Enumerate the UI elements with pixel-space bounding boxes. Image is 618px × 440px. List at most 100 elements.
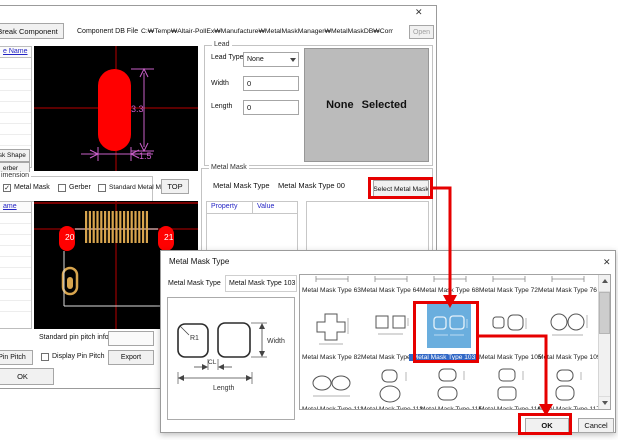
standard-pin-pitch-info-label: Standard pin pitch info [39, 334, 109, 341]
mask-type-117-label[interactable]: Metal Mask Type 117 [538, 406, 601, 410]
mask-shape-button[interactable]: ask Shape [0, 149, 30, 162]
mask-type-64-label[interactable]: Metal Mask Type 64 [361, 287, 420, 294]
mask-type-111-label[interactable]: Metal Mask Type 111 [302, 406, 364, 410]
pin-name-list-header[interactable]: ame [0, 202, 31, 213]
footprint-drawing: 20 21 [34, 201, 198, 329]
list-item [0, 91, 31, 102]
list-item [0, 290, 31, 301]
mask-type-72-label[interactable]: Metal Mask Type 72 [479, 287, 538, 294]
scrollbar-thumb[interactable] [599, 292, 610, 334]
scroll-up-icon[interactable] [599, 279, 610, 292]
pad-preview-drawing: 3.3 1.5 [34, 46, 198, 171]
mask-type-82-label[interactable]: Metal Mask Type 82 [302, 354, 361, 361]
mask-type-82-thumbnail[interactable] [309, 302, 353, 350]
list-item [0, 279, 31, 290]
mask-type-115-thumbnail[interactable] [427, 367, 471, 409]
dialog-ok-button[interactable]: OK [525, 418, 569, 433]
width-dim-label: Width [267, 338, 285, 345]
lead-width-label: Width [211, 80, 229, 87]
property-table[interactable]: Property Value [206, 201, 298, 259]
lead-legend: Lead [212, 41, 232, 48]
mask-type-116-label[interactable]: Metal Mask Type 116 [479, 406, 542, 410]
open-button[interactable]: Open [409, 25, 434, 39]
mask-type-105-thumbnail[interactable] [486, 302, 530, 350]
mask-type-101-thumbnail[interactable] [368, 302, 412, 350]
dialog-selected-type-field: Metal Mask Type 103 [225, 275, 297, 292]
mask-type-109-thumbnail[interactable] [545, 302, 589, 350]
list-item [0, 58, 31, 69]
list-item [0, 257, 31, 268]
list-item [0, 102, 31, 113]
grid-scrollbar[interactable] [598, 275, 610, 409]
metal-mask-type-dialog: Metal Mask Type ✕ Metal Mask Type Metal … [160, 250, 616, 433]
list-item [0, 69, 31, 80]
window-close-icon[interactable]: ✕ [415, 7, 423, 17]
mask-type-grid[interactable]: Metal Mask Type 63 Metal Mask Type 64 Me… [299, 274, 611, 410]
metal-mask-preview-box [306, 201, 429, 259]
export-button[interactable]: Export [108, 350, 154, 365]
list-item [0, 301, 31, 312]
metal-mask-checkbox[interactable]: ✓ [3, 184, 11, 192]
mask-type-117-thumbnail[interactable] [545, 367, 589, 409]
metal-mask-type-label: Metal Mask Type [213, 181, 270, 190]
mask-type-68-label[interactable]: Metal Mask Type 68 [420, 287, 479, 294]
lead-length-label: Length [211, 103, 233, 110]
lead-width-field[interactable] [243, 76, 299, 91]
list-item [0, 246, 31, 257]
mask-type-116-thumbnail[interactable] [486, 367, 530, 409]
lead-length-field[interactable] [243, 100, 299, 115]
mask-type-115-label[interactable]: Metal Mask Type 115 [420, 406, 483, 410]
mask-type-111-thumbnail[interactable] [309, 367, 353, 409]
pin-21-pad [158, 226, 174, 251]
break-component-button[interactable]: Break Component [0, 23, 64, 39]
list-item [0, 124, 31, 135]
shape-dimension-diagram: R1 Width CL Length [177, 322, 285, 392]
lead-type-dropdown[interactable]: None [243, 52, 299, 67]
mask-type-109-label[interactable]: Metal Mask Type 109 [538, 354, 601, 361]
dialog-type-label: Metal Mask Type [168, 280, 221, 287]
top-button[interactable]: TOP [161, 179, 189, 194]
pin-pitch-button[interactable]: Pin Pitch [0, 350, 33, 365]
metal-mask-checkbox-label: Metal Mask [14, 184, 50, 191]
display-pin-pitch-label: Display Pin Pitch [52, 353, 105, 360]
gerber-checkbox-label: Gerber [69, 184, 91, 191]
chevron-down-icon[interactable] [290, 58, 296, 62]
mask-type-113-thumbnail[interactable] [368, 367, 412, 409]
pin-pitch-info-field[interactable] [108, 331, 154, 346]
value-column-header: Value [257, 203, 275, 210]
cl-dim-label: CL [208, 359, 217, 366]
lead-group: Lead [204, 41, 433, 166]
mask-type-113-label[interactable]: Metal Mask Type 113 [361, 406, 424, 410]
component-db-file-label: Component DB File [77, 28, 139, 35]
main-ok-button[interactable]: OK [0, 368, 54, 385]
dialog-cancel-button[interactable]: Cancel [578, 418, 614, 433]
mask-type-103-label-selected[interactable]: Metal Mask Type 103 [409, 354, 479, 361]
gerber-checkbox[interactable] [58, 184, 66, 192]
mask-type-63-label[interactable]: Metal Mask Type 63 [302, 287, 361, 294]
standard-metal-mask-checkbox-label: Standard Metal Mask [109, 184, 172, 191]
select-metal-mask-button[interactable]: Select Metal Mask [373, 180, 429, 198]
pad-name-list-header[interactable]: e Name [0, 47, 31, 58]
clipped-thumbnail-row [315, 276, 585, 282]
scroll-down-icon[interactable] [599, 396, 610, 409]
lead-type-label: Lead Type [211, 54, 244, 61]
property-column-header: Property [207, 202, 253, 213]
mask-type-103-thumbnail-selected[interactable] [427, 304, 471, 348]
list-item [0, 135, 31, 146]
lead-type-value: None [247, 56, 264, 63]
list-item [0, 113, 31, 124]
mask-type-105-label[interactable]: Metal Mask Type 105 [479, 354, 542, 361]
mask-type-76-label[interactable]: Metal Mask Type 76 [538, 287, 597, 294]
pin-20-pad [59, 226, 75, 251]
pin-name-list[interactable]: ame [0, 201, 32, 329]
pad-height-dim: 3.3 [131, 104, 144, 114]
length-dim-label: Length [213, 385, 235, 392]
pad-preview-canvas[interactable]: 3.3 1.5 [34, 46, 198, 171]
mask-type-101-label[interactable]: Metal Mask Type 101 [361, 354, 424, 361]
shape-preview-panel: R1 Width CL Length [167, 297, 295, 420]
pin-20-label: 20 [65, 232, 75, 242]
display-pin-pitch-checkbox[interactable] [41, 353, 49, 361]
pad-name-list[interactable]: e Name [0, 46, 32, 168]
dialog-close-icon[interactable]: ✕ [603, 257, 611, 267]
standard-metal-mask-checkbox[interactable] [98, 184, 106, 192]
